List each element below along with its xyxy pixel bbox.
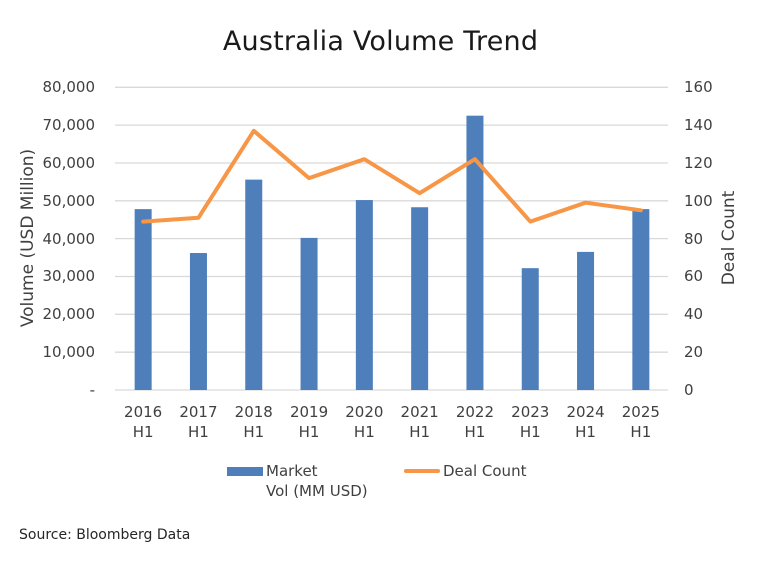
- bar: [632, 209, 650, 390]
- right-axis-tick: 80: [684, 229, 704, 248]
- right-axis-tick: 100: [684, 191, 713, 210]
- x-axis-tick: 2022 H1: [455, 403, 495, 441]
- x-axis-tick: 2025 H1: [621, 403, 660, 441]
- legend-line-swatch: [404, 469, 440, 473]
- left-axis-tick: 70,000: [42, 116, 96, 135]
- right-axis-tick: 20: [684, 343, 704, 362]
- x-axis-tick: 2024 H1: [566, 403, 605, 441]
- left-axis-tick: 30,000: [42, 267, 96, 286]
- bar: [466, 115, 484, 390]
- bar-series: [134, 115, 650, 390]
- bar: [521, 268, 539, 390]
- bar: [134, 209, 152, 390]
- legend-item-deal-count: Deal Count: [443, 462, 527, 480]
- x-axis-tick: 2021 H1: [400, 403, 439, 441]
- right-axis-tick: 40: [684, 305, 704, 324]
- x-axis-tick: 2020 H1: [345, 403, 384, 441]
- left-axis-tick: 20,000: [42, 305, 96, 324]
- chart-title: Australia Volume Trend: [222, 26, 539, 57]
- x-axis-tick: 2017 H1: [179, 403, 218, 441]
- left-axis-tick: 60,000: [42, 153, 96, 172]
- source-note: Source: Bloomberg Data: [19, 527, 191, 543]
- bar: [245, 179, 263, 390]
- bar: [189, 253, 207, 390]
- bar: [577, 251, 595, 390]
- x-axis-tick: 2016 H1: [124, 403, 163, 441]
- left-axis-tick: 40,000: [42, 229, 96, 248]
- bar: [355, 200, 373, 390]
- bar: [300, 237, 318, 390]
- right-axis-tick: 60: [684, 267, 704, 286]
- right-axis-tick: 160: [684, 78, 713, 97]
- x-axis-tick: 2019 H1: [289, 403, 329, 441]
- left-axis-label: Volume (USD Million): [18, 148, 38, 328]
- right-axis-tick: 140: [684, 116, 713, 135]
- right-axis-tick: 120: [684, 153, 713, 172]
- left-axis-tick: -: [89, 381, 95, 399]
- left-axis-tick: 10,000: [42, 343, 96, 362]
- x-axis-tick: 2018 H1: [234, 403, 273, 441]
- bar: [411, 207, 429, 390]
- left-axis-tick: 80,000: [42, 78, 96, 97]
- x-axis-tick: 2023 H1: [511, 403, 550, 441]
- right-axis-tick: 0: [684, 381, 694, 399]
- legend-bar-swatch: [227, 467, 263, 476]
- legend-item-market-vol: Market Vol (MM USD): [266, 462, 368, 500]
- right-axis-label: Deal Count: [719, 190, 739, 286]
- left-axis-tick: 50,000: [42, 191, 96, 210]
- deal-count-line: [141, 128, 643, 224]
- gridlines: [115, 86, 668, 391]
